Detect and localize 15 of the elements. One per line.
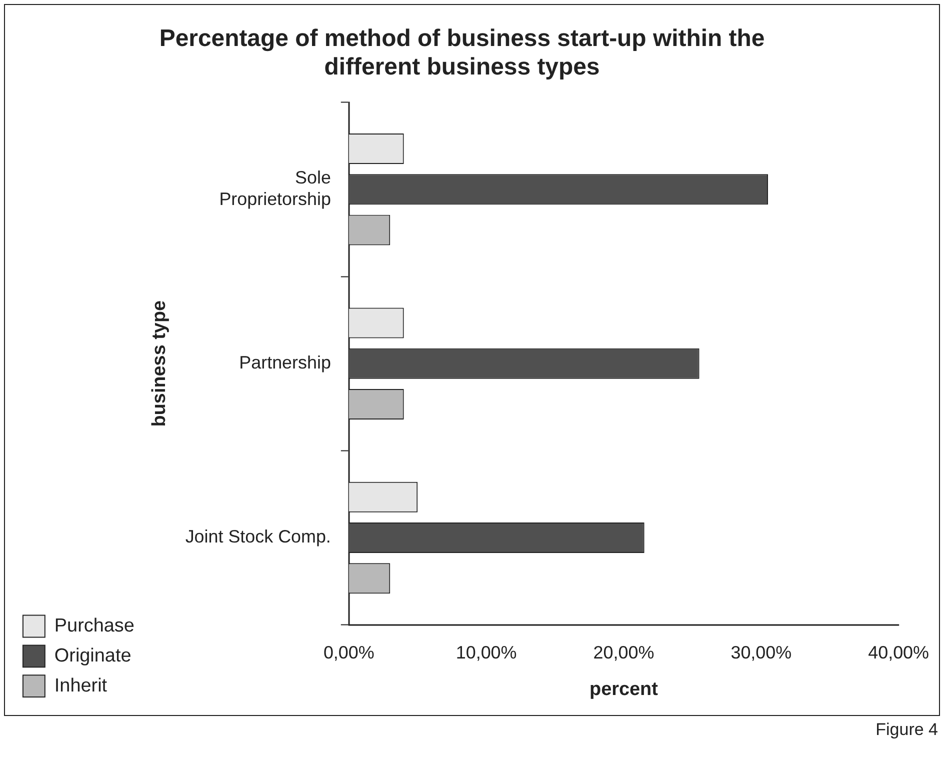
caption: Figure 4 <box>874 720 938 740</box>
y-axis-title: business type <box>149 300 170 427</box>
legend-label: Originate <box>54 645 132 666</box>
legend-label: Purchase <box>54 615 134 636</box>
y-tick-label: Joint Stock Comp. <box>185 526 331 547</box>
legend-label: Inherit <box>54 675 108 696</box>
x-tick-label: 30,00% <box>730 642 792 663</box>
x-tick-label: 10,00% <box>456 642 517 663</box>
x-tick-label: 20,00% <box>593 642 654 663</box>
x-tick-label: 0,00% <box>323 642 374 663</box>
y-tick-label: Partnership <box>239 352 331 373</box>
x-axis-title: percent <box>590 678 659 700</box>
chart-title: Percentage of method of business start-up within the different business types <box>159 24 765 81</box>
y-tick-label: Sole Proprietorship <box>219 168 331 210</box>
x-tick-label: 40,00% <box>868 642 930 663</box>
